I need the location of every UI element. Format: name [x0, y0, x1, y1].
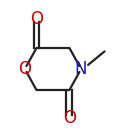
Text: O: O [30, 10, 43, 28]
Text: O: O [18, 60, 31, 78]
Text: N: N [75, 60, 87, 78]
Text: O: O [63, 109, 76, 127]
